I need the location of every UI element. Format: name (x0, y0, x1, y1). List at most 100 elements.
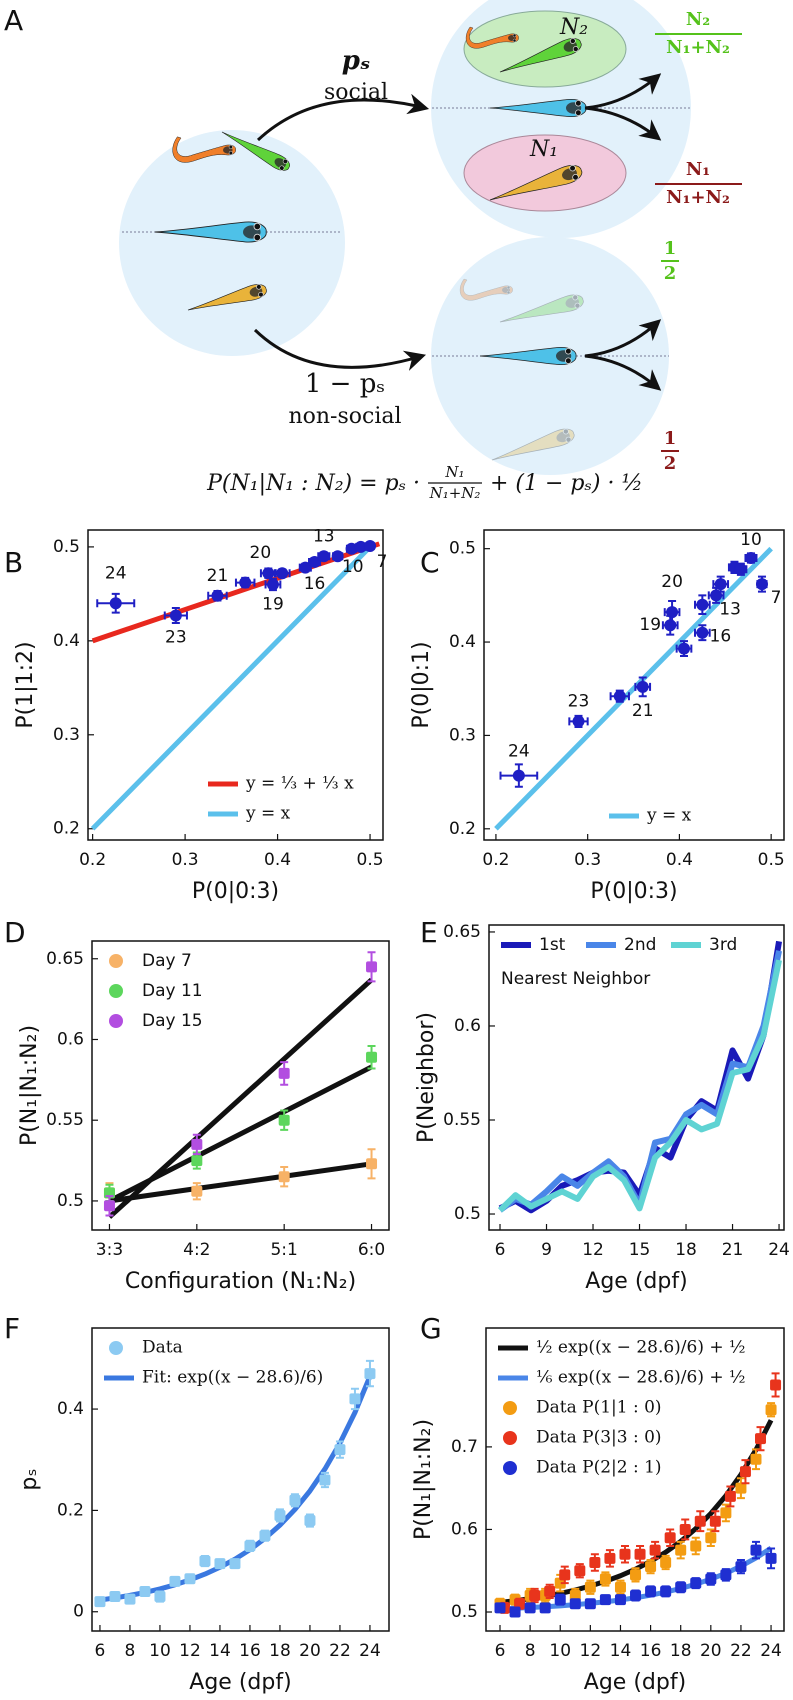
y-tick-label: 0.55 (46, 1110, 84, 1130)
x-tick-label: 10 (549, 1641, 571, 1661)
data-point (512, 769, 525, 782)
x-tick-label: 18 (675, 1240, 697, 1260)
data-point (334, 1444, 346, 1456)
x-tick-label: 0.2 (79, 850, 106, 870)
data-point (750, 1453, 762, 1465)
arrow (584, 106, 662, 141)
data-point (734, 563, 747, 576)
data-point (345, 542, 358, 555)
legend-label: ⅙ exp((x − 28.6)/6) + ½ (536, 1368, 746, 1388)
point-label: 16 (710, 627, 732, 647)
legend-swatch (503, 1431, 517, 1445)
panel-label: B (4, 546, 23, 579)
legend-label: y = x (245, 804, 291, 824)
panel-label: A (4, 4, 23, 37)
data-point (679, 1523, 691, 1535)
panel-label: C (420, 546, 440, 579)
panel-label: F (4, 1312, 20, 1345)
y-tick-label: 0 (73, 1602, 84, 1622)
data-point (276, 567, 289, 580)
point-label: 23 (568, 691, 590, 711)
x-tick-label: 0.4 (264, 850, 291, 870)
legend-label: Data (142, 1338, 183, 1358)
fraction-den: 2 (664, 263, 677, 284)
legend-label: Data P(2|2 : 1) (536, 1458, 662, 1478)
fraction-den: 2 (664, 453, 677, 474)
axes-frame (87, 529, 384, 841)
point-label: 23 (165, 627, 187, 647)
series-line (498, 950, 782, 1213)
data-point (599, 1594, 611, 1606)
x-tick-label: 0.2 (482, 850, 509, 870)
legend-label: 2nd (624, 935, 656, 955)
chart: D 0.5 0.55 0.6 0.65 3:3 4:2 5:1 6:0Configuration… (4, 916, 390, 1294)
point-label: 10 (342, 557, 364, 577)
data-point (755, 578, 768, 591)
data-point (103, 1200, 115, 1212)
x-tick-label: 10 (149, 1641, 171, 1661)
point-label: 16 (304, 574, 326, 594)
data-point (124, 1593, 136, 1605)
data-point (645, 1561, 657, 1573)
data-point (750, 1544, 762, 1556)
y-axis-label: P(0|0:1) (409, 641, 434, 728)
y-tick-label: 0.4 (449, 632, 476, 652)
series-line (90, 545, 372, 831)
y-axis-label: P(N₁|N₁:N₂) (17, 1025, 42, 1146)
data-point (199, 1555, 211, 1567)
y-tick-label: 0.3 (53, 725, 80, 745)
y-tick-label: 0.6 (57, 1029, 84, 1049)
chart: G 0.5 0.6 0.7 6 8 10 12 14 16 18 20 22 24 Age (dpf) P(N… (411, 1312, 785, 1695)
point-label: 13 (313, 526, 335, 546)
data-point (109, 1591, 121, 1603)
data-point (191, 1138, 203, 1150)
axes-frame (91, 1327, 390, 1632)
plot-area (103, 951, 378, 1219)
data-point (214, 1558, 226, 1570)
data-point (569, 1589, 581, 1601)
formula: P(N₁|N₁ : N₂) = pₛ · (206, 471, 420, 496)
y-tick-label: 0.6 (454, 1016, 481, 1036)
legend-label: Day 15 (142, 1011, 203, 1031)
data-point (690, 1540, 702, 1552)
data-point (554, 1594, 566, 1606)
x-tick-label: 5:1 (270, 1240, 297, 1260)
chart: E 0.5 0.55 0.6 0.65 6 9 12 15 18 21 24 Age (dpf) P(Ne… (414, 916, 790, 1294)
x-tick-label: 6 (495, 1641, 506, 1661)
data-point (645, 1585, 657, 1597)
data-point (274, 1509, 286, 1521)
data-point (244, 1540, 256, 1552)
x-tick-label: 6 (95, 1641, 106, 1661)
x-tick-label: 0.3 (172, 850, 199, 870)
x-tick-label: 0.3 (574, 850, 601, 870)
point-label: 21 (632, 701, 654, 721)
data-point (289, 1494, 301, 1506)
legend-label: Data P(3|3 : 0) (536, 1428, 662, 1448)
point-label: 19 (262, 594, 284, 614)
x-tick-label: 18 (269, 1641, 291, 1661)
y-tick-label: 0.65 (46, 949, 84, 969)
x-tick-label: 6:0 (358, 1240, 385, 1260)
data-point (574, 1565, 586, 1577)
fraction-num: N₂ (686, 9, 710, 30)
x-tick-label: 22 (730, 1641, 752, 1661)
data-point (349, 1393, 361, 1405)
data-point (319, 1474, 331, 1486)
data-point (331, 550, 344, 563)
data-point (735, 1482, 747, 1494)
fraction-num: 1 (664, 428, 677, 449)
data-point (724, 1490, 736, 1502)
plot-area (497, 940, 783, 1214)
plot-area (494, 1372, 782, 1618)
legend-swatch (109, 984, 123, 998)
arrow (584, 73, 662, 110)
data-point (524, 1602, 536, 1614)
y-tick-label: 0.3 (449, 725, 476, 745)
data-point (630, 1569, 642, 1581)
data-point (169, 609, 182, 622)
data-point (278, 1067, 290, 1079)
point-label: 24 (105, 563, 127, 583)
formula-num: N₁ (444, 463, 464, 481)
data-point (366, 1051, 378, 1063)
data-point (191, 1185, 203, 1197)
